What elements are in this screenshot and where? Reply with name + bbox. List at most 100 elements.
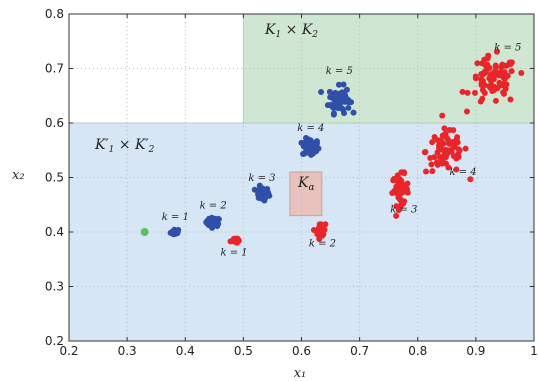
x-tick-label-7: 0.9 [466, 344, 485, 358]
point-s1-k2 [322, 221, 329, 228]
point-s0-k5 [350, 109, 357, 116]
point-s0-k5 [336, 97, 343, 104]
point-s1-k4 [429, 139, 436, 146]
point-s1-k3 [398, 177, 405, 184]
point-s1-k5 [507, 96, 514, 103]
point-s1-k5 [493, 48, 500, 55]
point-s1-k4 [442, 146, 449, 153]
point-s1-k5 [503, 81, 510, 88]
point-s0-k5 [331, 95, 338, 102]
point-s0-k4 [306, 139, 313, 146]
start-point [140, 228, 149, 236]
x-tick-label-3: 0.5 [234, 344, 253, 358]
x-tick-label-8: 1 [530, 344, 538, 358]
point-s1-k4 [443, 134, 450, 141]
point-s1-k4 [421, 149, 428, 156]
point-s1-k4 [453, 154, 460, 161]
x-tick-label-1: 0.3 [118, 344, 137, 358]
point-s1-k3 [398, 169, 405, 176]
point-s1-k4 [431, 154, 438, 161]
y-tick-label-5: 0.7 [45, 62, 64, 76]
point-s0-k2 [215, 216, 222, 223]
point-s1-k4 [441, 125, 448, 132]
grid-layer [69, 14, 534, 341]
cluster-label-1: k = 2 [200, 201, 227, 212]
region-label-k1xk2: K1 × K2 [264, 22, 318, 40]
point-s0-k5 [318, 89, 325, 96]
y-tick-label-3: 0.5 [45, 171, 64, 185]
point-s0-k5 [345, 104, 352, 111]
point-s1-k4 [433, 159, 440, 166]
point-s1-k5 [494, 85, 501, 92]
point-s1-k2 [318, 229, 325, 236]
point-s1-k5 [479, 80, 486, 87]
cluster-label-8: k = 4 [450, 167, 477, 178]
point-s1-k3 [404, 189, 411, 196]
point-s1-k5 [492, 97, 499, 104]
point-s0-k3 [257, 194, 264, 201]
region-2 [289, 171, 323, 217]
point-s1-k5 [501, 90, 508, 97]
point-s1-k4 [454, 134, 461, 141]
point-s1-k5 [485, 52, 492, 59]
point-s1-k4 [455, 146, 462, 153]
y-tick-label-4: 0.6 [45, 116, 64, 130]
point-s0-k5 [326, 88, 333, 95]
point-s1-k3 [393, 203, 400, 210]
point-s1-k4 [423, 168, 430, 175]
point-s0-k5 [328, 101, 335, 108]
point-s1-k5 [479, 86, 486, 93]
point-s1-k4 [439, 112, 446, 119]
cluster-label-2: k = 3 [248, 173, 275, 184]
point-s0-k5 [335, 81, 342, 88]
point-s1-k3 [397, 190, 404, 197]
point-s0-k4 [304, 149, 311, 156]
point-s1-k5 [472, 73, 479, 80]
point-s1-k5 [518, 70, 525, 77]
point-s1-k5 [459, 88, 466, 95]
y-tick-label-6: 0.8 [45, 7, 64, 21]
cluster-label-5: k = 1 [220, 247, 247, 258]
point-s0-k5 [343, 86, 350, 93]
cluster-label-9: k = 5 [494, 43, 521, 54]
point-s1-k1 [231, 236, 238, 243]
point-s0-k3 [259, 188, 266, 195]
point-s1-k5 [482, 63, 489, 70]
y-tick-label-0: 0.2 [45, 334, 64, 348]
x-tick-label-6: 0.8 [408, 344, 427, 358]
point-s0-k4 [303, 135, 310, 142]
point-s1-k4 [453, 166, 460, 173]
point-s1-k3 [399, 201, 406, 208]
point-s0-k2 [208, 216, 215, 223]
point-s1-k5 [508, 68, 515, 75]
point-s1-k5 [499, 61, 506, 68]
axes-layer: 0.2 0.3 0.4 0.5 0.6 0.7 0.8 0.9 1 0.2 0.3 0.4 0.5 0.6… [45, 7, 538, 358]
point-s1-k4 [445, 164, 452, 171]
point-s1-k5 [501, 75, 508, 82]
point-s0-k1 [170, 227, 177, 234]
point-s1-k4 [436, 140, 443, 147]
point-s1-k5 [488, 70, 495, 77]
point-s1-k5 [501, 69, 508, 76]
point-s1-k4 [462, 145, 469, 152]
point-s0-k5 [345, 99, 352, 106]
point-s1-k4 [436, 145, 443, 152]
point-s0-k5 [341, 92, 348, 99]
point-s1-k5 [464, 89, 471, 96]
point-s1-k5 [471, 89, 478, 96]
point-s1-k3 [397, 186, 404, 193]
point-s1-k5 [474, 60, 481, 67]
cluster-label-4: k = 5 [326, 66, 353, 77]
cluster-label-0: k = 1 [162, 212, 189, 223]
x-tick-label-5: 0.7 [350, 344, 369, 358]
point-s0-k5 [340, 81, 347, 88]
cluster-labels-layer: k = 1 k = 2 k = 3 k = 4 k = 5 k = 1 k = 2 k = 3… [162, 43, 522, 259]
point-s1-k5 [479, 71, 486, 78]
point-s1-k4 [467, 176, 474, 183]
point-s1-k5 [492, 62, 499, 69]
point-s1-k4 [428, 161, 435, 168]
point-s1-k4 [446, 127, 453, 134]
y-tick-label-2: 0.4 [45, 225, 64, 239]
y-tick-label-1: 0.3 [45, 280, 64, 294]
